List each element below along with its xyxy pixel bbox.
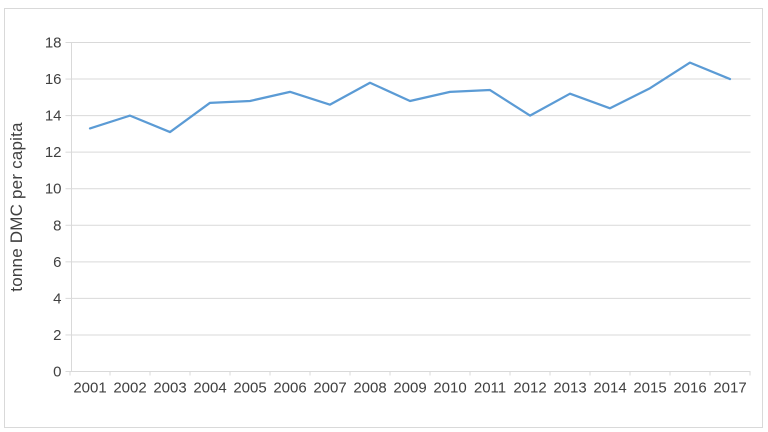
y-tick-label: 12 [45,144,62,161]
x-tick-label: 2012 [513,380,546,397]
x-tick-label: 2008 [353,380,386,397]
x-tick-label: 2013 [553,380,586,397]
y-tick-label: 8 [53,217,61,234]
x-tick-label: 2014 [593,380,626,397]
x-tick-label: 2005 [233,380,266,397]
x-tick-label: 2004 [193,380,226,397]
y-tick-label: 16 [45,71,62,88]
x-tick-label: 2010 [433,380,466,397]
y-tick-label: 4 [53,290,61,307]
x-tick-label: 2009 [393,380,426,397]
x-tick-label: 2011 [474,380,506,397]
y-tick-label: 10 [45,181,62,198]
data-line [88,61,732,134]
x-tick-label: 2001 [73,380,106,397]
x-tick-label: 2006 [273,380,306,397]
x-tick-label: 2007 [313,380,346,397]
x-tick-label: 2002 [113,380,146,397]
x-tick-label: 2017 [713,380,746,397]
x-tick-label: 2015 [633,380,666,397]
y-tick-label: 2 [53,327,61,344]
y-tick-label: 14 [45,108,62,125]
y-tick-label: 0 [53,364,61,381]
x-tick-label: 2003 [153,380,186,397]
y-tick-label: 6 [53,254,61,271]
y-tick-label: 18 [45,35,62,52]
x-tick-label: 2016 [673,380,706,397]
